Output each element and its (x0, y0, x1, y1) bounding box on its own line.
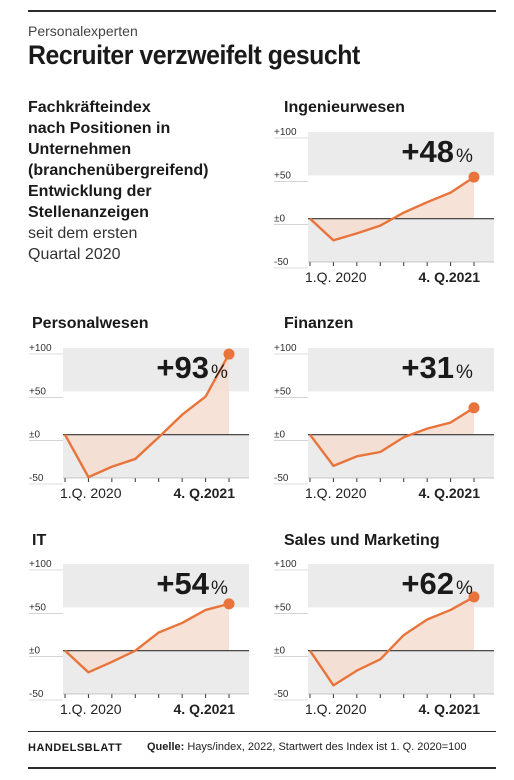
y-tick-label: ±0 (29, 646, 40, 657)
panel-title-ingenieurwesen: Ingenieurwesen (284, 99, 405, 116)
highlight-unit: % (456, 362, 473, 383)
x-end-label: 4. Q.2021 (419, 485, 481, 501)
band-upper (308, 348, 494, 392)
intro-line: Quartal 2020 (28, 246, 121, 263)
area-fill (310, 177, 474, 241)
intro-text: Fachkräfteindex nach Positionen in Unter… (28, 97, 258, 265)
y-tick-label: -50 (29, 689, 44, 700)
chart-it: +100 +50 ±0 -50 1.Q. 2020 4. Q.2021 +54% (29, 559, 249, 717)
end-point (223, 348, 235, 360)
y-tick-label: +50 (29, 386, 46, 397)
series-line (309, 406, 475, 468)
brand-logo-text: HANDELSBLATT (28, 742, 123, 754)
x-start-label: 1.Q. 2020 (305, 485, 367, 501)
panel-title-personalwesen: Personalwesen (32, 315, 149, 332)
y-tick-label: -50 (274, 473, 289, 484)
series-line (63, 353, 231, 479)
series-line (309, 595, 475, 687)
top-rule (28, 10, 496, 12)
band-upper (308, 132, 494, 176)
y-tick-label: +100 (274, 559, 297, 570)
highlight-unit: % (456, 578, 473, 599)
x-end-label: 4. Q.2021 (419, 269, 481, 285)
band-upper (63, 564, 249, 608)
y-tick-label: +50 (274, 386, 291, 397)
y-tick-label: +100 (29, 559, 52, 570)
y-tick-label: -50 (274, 689, 289, 700)
x-start-label: 1.Q. 2020 (60, 701, 122, 717)
area-fill (65, 354, 229, 478)
x-start-label: 1.Q. 2020 (305, 701, 367, 717)
highlight-value: +48 (401, 134, 454, 169)
end-point (468, 171, 480, 183)
intro-line: seit dem ersten (28, 225, 138, 242)
series-line (309, 176, 475, 242)
y-tick-label: ±0 (274, 646, 285, 657)
intro-line: Stellenanzeigen (28, 204, 149, 221)
highlight-unit: % (211, 578, 228, 599)
highlight-value: +54 (156, 566, 209, 601)
x-end-label: 4. Q.2021 (174, 701, 236, 717)
intro-line: nach Positionen in (28, 120, 171, 137)
headline: Recruiter verzweifelt gesucht (28, 40, 360, 70)
chart-finanzen: +100 +50 ±0 -50 1.Q. 2020 4. Q.2021 +31% (274, 343, 494, 501)
source-note: Quelle: Hays/index, 2022, Startwert des … (147, 741, 467, 753)
end-point (468, 591, 480, 603)
highlight-unit: % (456, 146, 473, 167)
x-end-label: 4. Q.2021 (419, 701, 481, 717)
y-tick-label: +50 (29, 602, 46, 613)
panel-title-it: IT (32, 532, 47, 549)
chart-ingenieurwesen: +100 +50 ±0 -50 1.Q. 2020 4. Q.2021 +48% (274, 127, 494, 285)
chart-personalwesen: +100 +50 ±0 -50 1.Q. 2020 4. Q.2021 +93% (29, 343, 249, 501)
end-point (223, 598, 235, 610)
y-tick-label: -50 (274, 257, 289, 268)
source-label: Quelle: (147, 741, 185, 753)
x-start-label: 1.Q. 2020 (60, 485, 122, 501)
panel-title-sales-marketing: Sales und Marketing (284, 532, 440, 549)
chart-sales-marketing: +100 +50 ±0 -50 1.Q. 2020 4. Q.2021 +62% (274, 559, 494, 717)
end-point (468, 402, 480, 414)
y-tick-label: ±0 (29, 430, 40, 441)
y-tick-label: ±0 (274, 430, 285, 441)
y-tick-label: +50 (274, 602, 291, 613)
panel-title-finanzen: Finanzen (284, 315, 354, 332)
intro-line: Entwicklung der (28, 183, 152, 200)
highlight-value: +93 (156, 350, 209, 385)
source-text: Hays/index, 2022, Startwert des Index is… (187, 741, 467, 753)
series-line (64, 602, 230, 674)
y-tick-label: +100 (274, 127, 297, 138)
highlight-value: +31 (401, 350, 454, 385)
highlight-unit: % (211, 362, 228, 383)
x-start-label: 1.Q. 2020 (305, 269, 367, 285)
x-end-label: 4. Q.2021 (174, 485, 236, 501)
y-tick-label: +100 (274, 343, 297, 354)
intro-line: (branchenübergreifend) (28, 162, 209, 179)
y-tick-label: -50 (29, 473, 44, 484)
area-fill (310, 596, 474, 686)
y-tick-label: +50 (274, 170, 291, 181)
intro-line: Fachkräfteindex (28, 99, 151, 116)
y-tick-label: ±0 (274, 214, 285, 225)
area-fill (310, 407, 474, 466)
y-tick-label: +100 (29, 343, 52, 354)
intro-line: Unternehmen (28, 141, 132, 158)
kicker: Personalexperten (28, 23, 138, 39)
bottom-rule (28, 767, 496, 769)
footer-rule (28, 731, 496, 732)
highlight-value: +62 (401, 566, 454, 601)
band-upper (308, 564, 494, 608)
